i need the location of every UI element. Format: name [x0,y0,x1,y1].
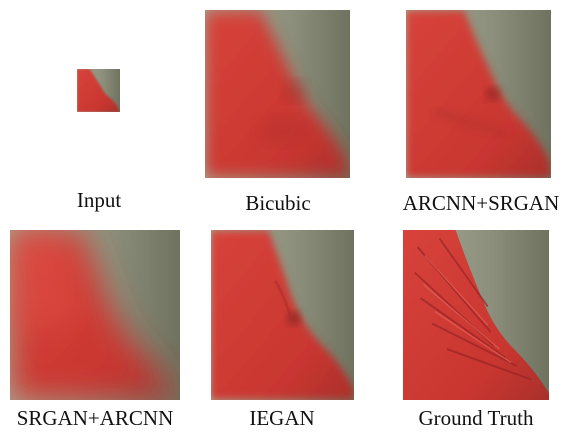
bicubic-image [205,10,350,178]
input-image [77,69,120,112]
caption-ground-truth: Ground Truth [418,406,534,430]
caption-input: Input [76,188,122,212]
iegan-image [211,230,354,400]
caption-arcnn-srgan: ARCNN+SRGAN [402,191,560,215]
srgan-arcnn-image [10,230,180,400]
arcnn-srgan-image [406,10,551,178]
caption-srgan-arcnn: SRGAN+ARCNN [16,406,174,430]
ground-truth-image [403,230,549,400]
caption-iegan: IEGAN [249,406,315,430]
caption-bicubic: Bicubic [245,191,311,215]
